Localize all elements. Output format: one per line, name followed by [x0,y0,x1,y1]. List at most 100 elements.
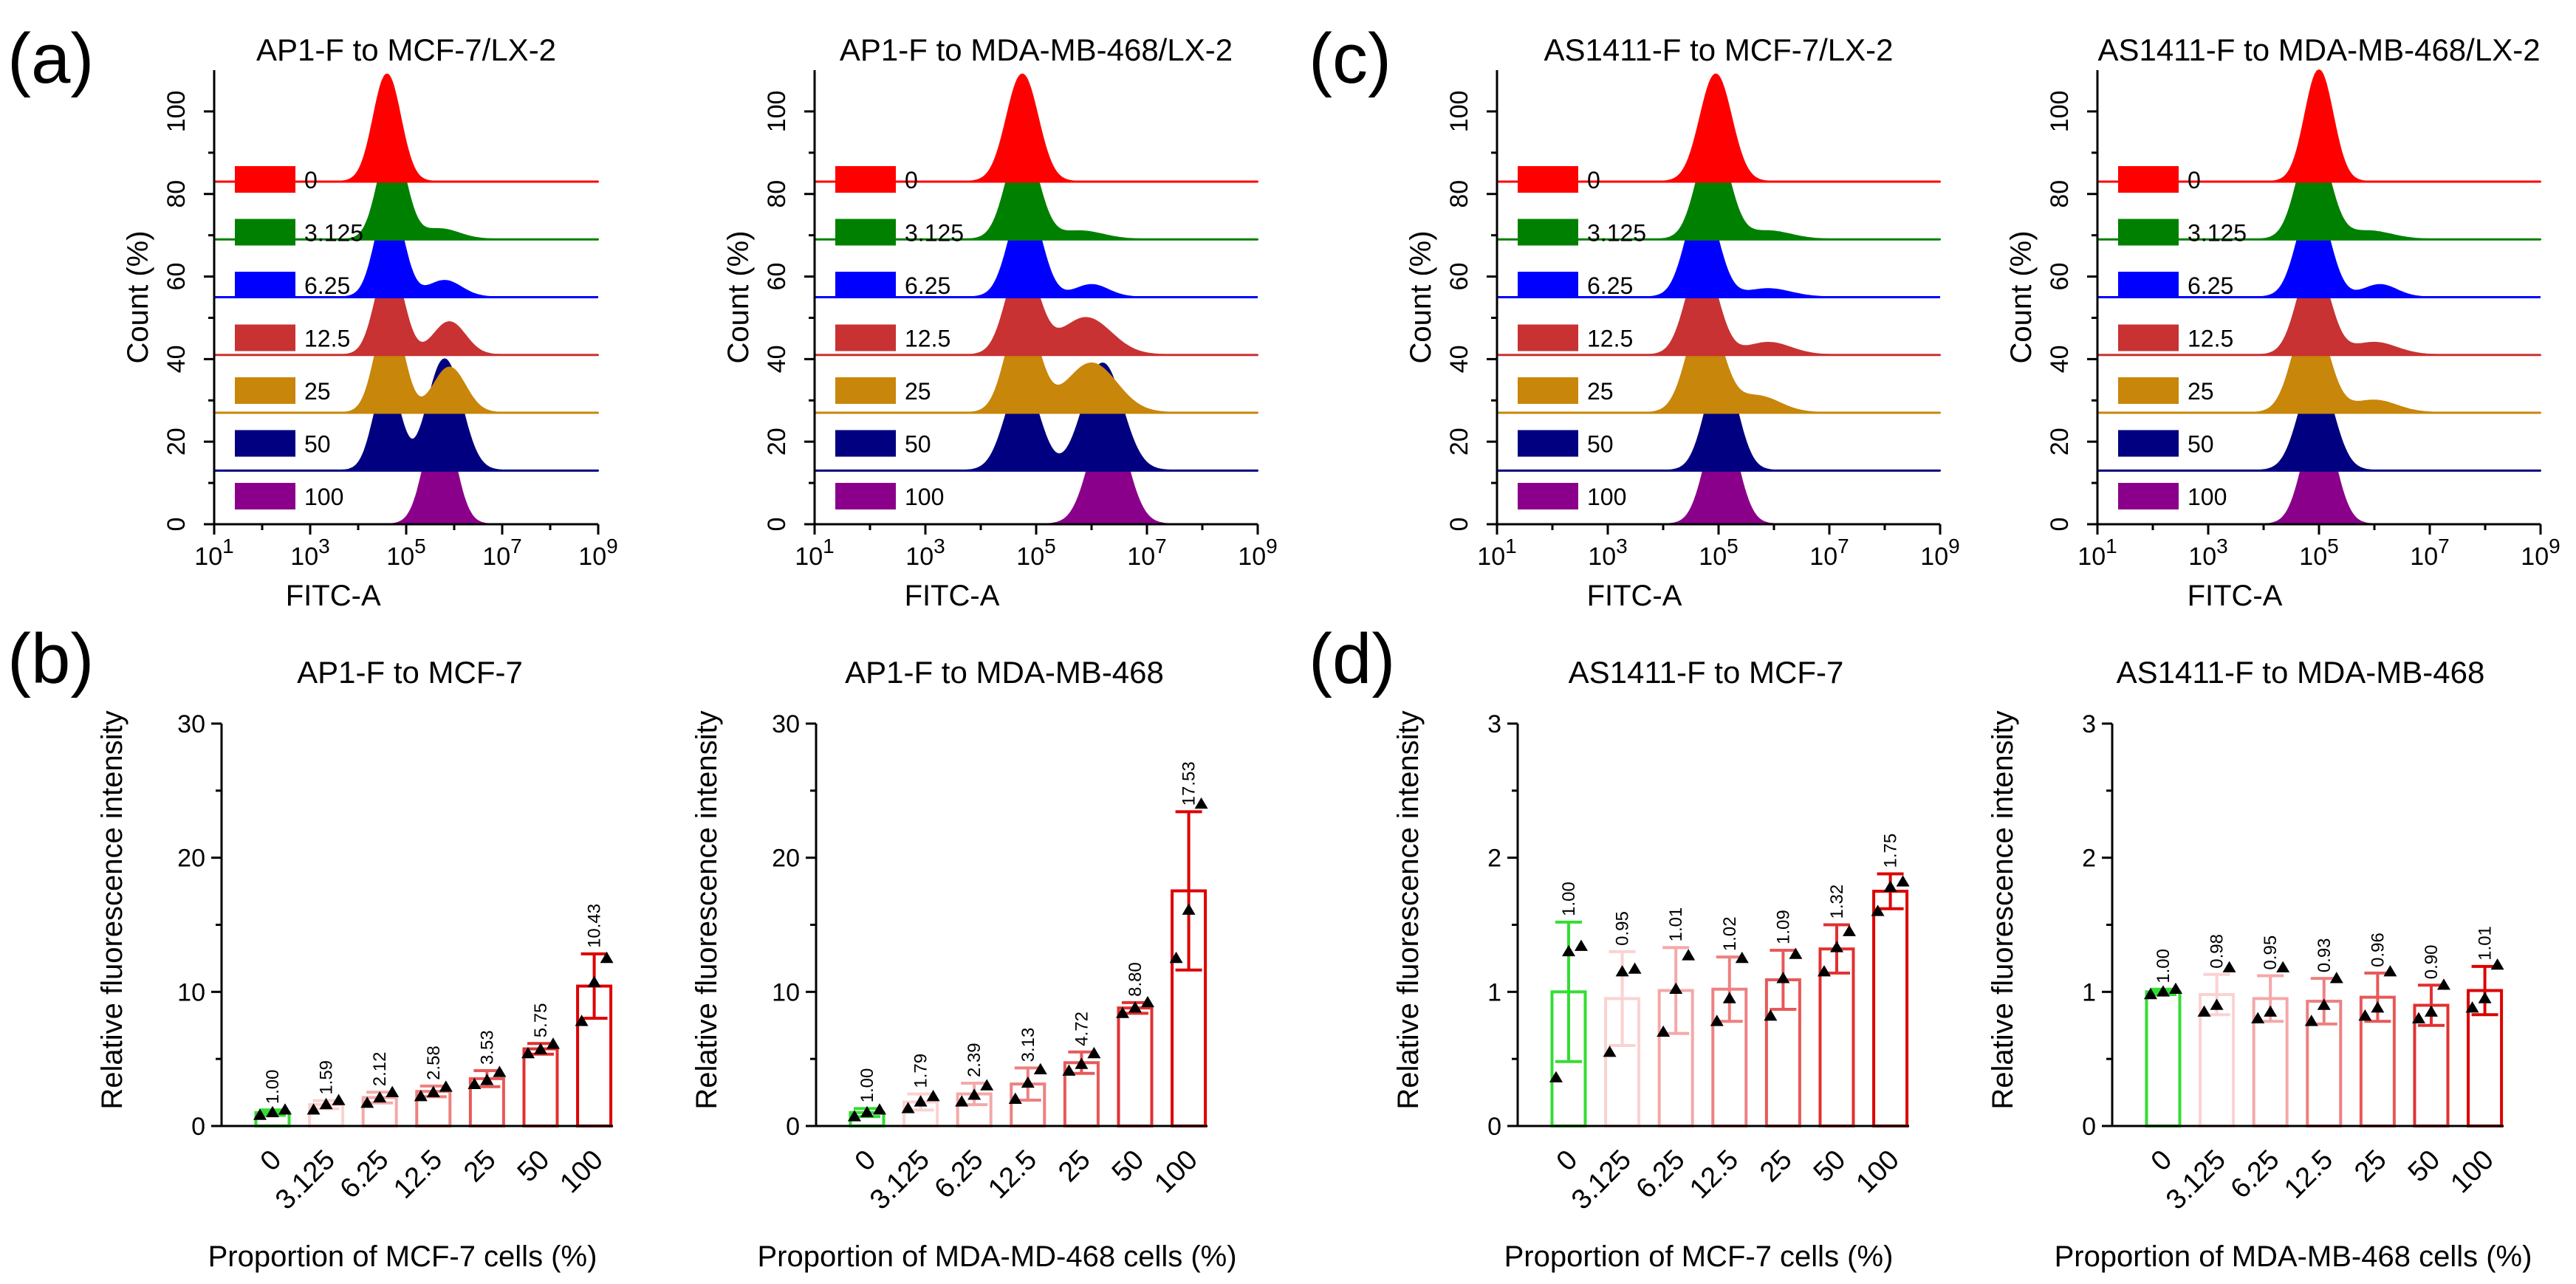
bar-chart-title: AS1411-F to MCF-7 [1569,655,1844,690]
legend-label: 0 [1587,167,1600,193]
data-point [2490,958,2504,970]
legend-label: 12.5 [304,326,350,352]
legend-label: 100 [905,484,944,510]
x-tick-label: 101 [194,535,233,571]
data-point [1182,903,1196,915]
x-tick-label: 107 [1809,535,1849,571]
data-point [872,1103,886,1115]
data-point [2436,978,2450,990]
value-label: 1.02 [1720,916,1740,951]
y-tick-label: 20 [1445,428,1473,456]
category-label: 3.125 [1566,1144,1637,1216]
data-point [980,1079,994,1091]
histogram-series-0 [2097,69,2541,182]
category-label: 6.25 [335,1144,395,1205]
data-point [2358,1009,2372,1021]
x-tick-label: 109 [1920,535,1959,571]
x-tick-label: 105 [386,535,425,571]
data-point [1896,875,1910,887]
data-point [1883,880,1897,892]
x-axis-title: FITC-A [286,580,381,612]
histogram-c1: AS1411-F to MCF-7/LX-2 0 3.125 6.25 12.5 25 50… [1405,32,1960,612]
data-point [2143,987,2157,1000]
data-point [1817,965,1831,977]
legend-swatch-3-125 [235,219,295,246]
x-tick-label: 105 [2299,535,2338,571]
legend-label: 50 [1587,431,1614,458]
histogram-series-0 [814,73,1258,182]
bar-chart-b1: AP1-F to MCF-7 1.00 0 1.59 3.125 2.12 6.25 2.58… [96,655,614,1273]
legend-label: 3.125 [1587,220,1646,247]
data-point [1682,949,1696,961]
legend-swatch-100 [1518,483,1578,509]
y-tick-label: 10 [772,978,800,1006]
x-tick-label: 103 [2188,535,2227,571]
y-tick-label: 30 [177,710,205,738]
legend-label: 100 [304,484,343,510]
x-tick-label: 101 [2077,535,2117,571]
data-point [1735,951,1749,964]
legend-label: 100 [1587,484,1626,510]
data-point [600,951,614,964]
y-tick-label: 20 [177,845,205,873]
y-tick-label: 0 [1445,518,1473,532]
bar-50 [1117,1006,1154,1127]
value-label: 1.00 [1559,882,1579,916]
data-point [1829,941,1843,952]
value-label: 0.96 [2368,933,2388,967]
y-tick-label: 60 [763,263,791,291]
data-point [1603,1046,1617,1057]
y-tick-label: 20 [772,845,800,873]
bar-0 [2145,990,2182,1128]
y-tick-label: 0 [162,518,191,532]
histogram-title: AP1-F to MCF-7/LX-2 [256,32,556,67]
data-point [2383,965,2397,977]
y-tick-label: 1 [1487,978,1501,1006]
data-point [860,1105,874,1118]
bar-100 [1872,890,1909,1128]
bar-chart-title: AS1411-F to MDA-MB-468 [2117,655,2485,690]
data-point [1549,1071,1563,1082]
category-label: 25 [458,1144,502,1189]
histogram-series-0 [213,73,599,182]
legend-swatch-25 [1518,377,1578,404]
category-label: 3.125 [864,1144,936,1216]
value-label: 3.13 [1018,1028,1038,1062]
value-label: 0.90 [2422,945,2442,980]
x-tick-label: 105 [1016,535,1055,571]
category-label: 6.25 [929,1144,990,1205]
data-point [2276,961,2290,972]
legend-swatch-12-5 [235,324,295,351]
legend-swatch-6-25 [235,272,295,298]
y-tick-label: 80 [2046,180,2074,208]
y-tick-label: 3 [1487,710,1501,738]
data-point [1561,944,1575,957]
category-label: 12.5 [2278,1144,2339,1205]
data-point [1062,1064,1076,1076]
value-label: 2.58 [424,1046,444,1080]
y-tick-label: 30 [772,710,800,738]
category-label: 100 [554,1144,609,1200]
category-label: 12.5 [982,1144,1043,1205]
data-point [1842,924,1856,936]
data-point [2156,985,2170,997]
legend-label: 0 [304,167,318,193]
data-point [2411,1012,2425,1023]
data-point [2222,961,2236,972]
data-point [1657,1025,1671,1037]
category-label: 50 [512,1144,556,1189]
legend-swatch-12-5 [2118,324,2179,351]
data-point [521,1046,535,1059]
x-axis-title: FITC-A [1587,580,1682,612]
y-tick-label: 100 [162,91,191,133]
y-axis-title: Count (%) [1405,230,1437,363]
legend-swatch-0 [1518,166,1578,193]
x-tick-label: 105 [1699,535,1738,571]
data-point [332,1094,346,1105]
data-point [546,1037,560,1049]
data-point [1194,797,1208,809]
y-axis-title: Relative fluorescence intensity [1392,710,1425,1109]
value-label: 3.53 [477,1030,497,1065]
data-point [278,1103,292,1115]
data-point [306,1103,321,1115]
